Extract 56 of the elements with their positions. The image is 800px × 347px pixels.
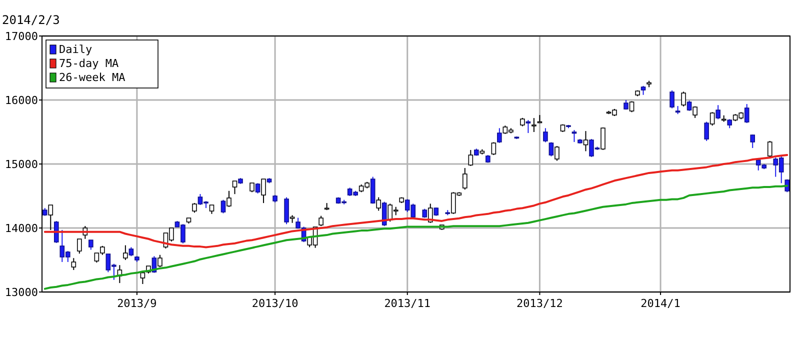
candlestick (226, 190, 232, 208)
candlestick (744, 104, 750, 124)
x-tick-label: 2014/1 (640, 297, 680, 310)
candlestick (232, 180, 238, 195)
candlestick (48, 204, 54, 230)
candlestick (261, 178, 266, 204)
candlestick (572, 130, 577, 142)
candlestick (532, 118, 536, 132)
candlestick (548, 142, 554, 157)
legend-label: 26-week MA (59, 71, 126, 84)
candlestick (543, 128, 548, 143)
candlestick (704, 121, 709, 142)
candlestick (497, 128, 502, 144)
candlestick (750, 134, 755, 148)
candlestick (318, 215, 324, 227)
y-tick-label: 15000 (4, 158, 38, 171)
x-tick-label: 2013/9 (117, 297, 157, 310)
y-tick-label: 17000 (4, 30, 38, 43)
candlestick (681, 91, 686, 107)
candlestick (583, 130, 588, 152)
candlestick (376, 196, 381, 212)
candlestick (554, 146, 560, 162)
candlestick (491, 142, 496, 156)
line-series (44, 184, 788, 290)
candlestick (686, 100, 692, 112)
candlestick (220, 199, 226, 214)
legend-label: 75-day MA (59, 57, 119, 70)
candlestick (462, 168, 468, 190)
line-series (44, 154, 788, 248)
candlestick (123, 244, 128, 260)
candlestick (71, 258, 76, 270)
candlestick (255, 182, 260, 194)
candlestick (370, 176, 376, 204)
candlestick (192, 202, 197, 214)
candlestick (526, 120, 531, 134)
candlestick (158, 254, 162, 268)
x-tick-label: 2013/10 (252, 297, 298, 310)
candlestick (284, 196, 289, 225)
y-tick-label: 13000 (4, 286, 38, 299)
candlestick (140, 272, 146, 284)
candlestick (77, 238, 82, 254)
x-tick-label: 2013/12 (516, 297, 563, 310)
chart-title: 2014/2/3 (2, 13, 60, 27)
candlestick (468, 149, 474, 166)
y-tick-label: 16000 (4, 94, 38, 107)
x-tick-label: 2013/11 (384, 297, 431, 310)
candlestick (382, 201, 387, 227)
y-tick-label: 14000 (4, 222, 38, 235)
candlestick (88, 240, 94, 250)
candlestick (710, 112, 715, 126)
candlestick (670, 90, 674, 109)
candlestick (600, 127, 606, 150)
candlestick (767, 140, 772, 158)
legend-label: Daily (59, 43, 92, 56)
candlestick (250, 182, 254, 193)
candlestick (716, 104, 720, 120)
